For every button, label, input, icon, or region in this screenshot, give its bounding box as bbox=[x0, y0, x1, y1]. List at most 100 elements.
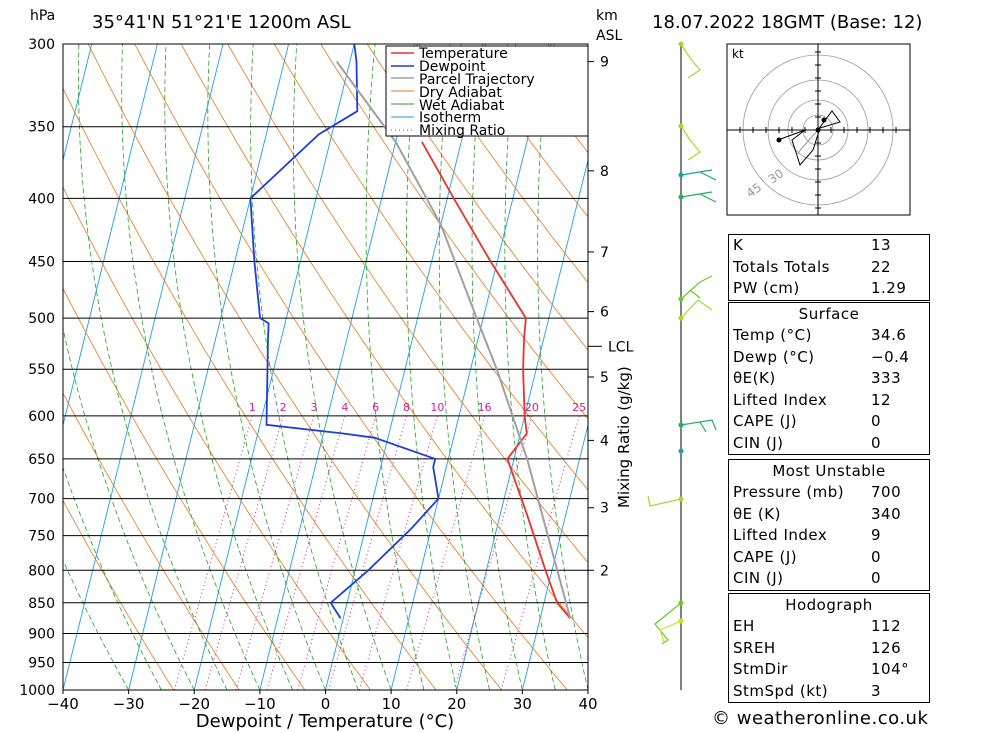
wet-adiabat-line bbox=[438, 44, 490, 690]
pressure-tick-label: 300 bbox=[28, 37, 55, 53]
wind-barb bbox=[680, 191, 717, 203]
mu-label: Lifted Index bbox=[733, 526, 828, 544]
mu-row: Pressure (mb) 700 bbox=[729, 482, 929, 504]
wind-barb bbox=[680, 125, 701, 161]
isotherm-line bbox=[128, 44, 290, 690]
surface-label: CIN (J) bbox=[733, 433, 784, 452]
pressure-tick-label: 1000 bbox=[19, 683, 55, 699]
surface-label: Dewp (°C) bbox=[733, 347, 815, 366]
wind-level-marker bbox=[678, 422, 684, 428]
surface-row: CIN (J) 0 bbox=[729, 433, 929, 455]
mu-row: CIN (J) 0 bbox=[729, 568, 929, 590]
mixing-ratio-line bbox=[453, 415, 533, 690]
mu-row: CAPE (J) 0 bbox=[729, 547, 929, 569]
mu-row: θE (K) 340 bbox=[729, 504, 929, 526]
wind-level-marker bbox=[678, 600, 684, 606]
wind-level-marker bbox=[678, 41, 684, 47]
x-axis-label: Dewpoint / Temperature (°C) bbox=[196, 711, 454, 732]
legend-parcel: Parcel Trajectory bbox=[419, 72, 535, 88]
wind-level-marker bbox=[678, 194, 684, 200]
dry-adiabat-line bbox=[63, 87, 437, 690]
hpa-unit: hPa bbox=[30, 8, 55, 24]
wet-adiabat-line bbox=[121, 44, 261, 690]
mixing-ratio-tick-label: 25 bbox=[572, 401, 586, 414]
pressure-tick-label: 550 bbox=[28, 362, 55, 378]
wind-barb bbox=[680, 299, 713, 319]
temperature-trace bbox=[421, 141, 571, 619]
wind-level-marker bbox=[678, 618, 684, 624]
mixing-ratio-tick-label: 8 bbox=[403, 401, 410, 414]
surface-value: 0 bbox=[871, 433, 882, 452]
isotherm-line bbox=[259, 44, 421, 690]
surface-label: Lifted Index bbox=[733, 390, 828, 409]
x-tick-label: 10 bbox=[382, 695, 401, 713]
dewpoint-trace bbox=[249, 44, 440, 619]
mixing-ratio-tick-label: 6 bbox=[372, 401, 379, 414]
hodograph-title: Hodograph bbox=[785, 596, 873, 614]
mu-value: 0 bbox=[871, 569, 882, 587]
km-tick-label: 9 bbox=[600, 55, 609, 71]
hodograph-unit: kt bbox=[732, 47, 744, 61]
pressure-tick-label: 700 bbox=[28, 492, 55, 508]
x-tick-label: −30 bbox=[113, 695, 145, 713]
legend-wet-adiabat: Wet Adiabat bbox=[419, 98, 505, 114]
wind-barb bbox=[654, 602, 682, 645]
mixing-ratio-line bbox=[266, 415, 346, 690]
isotherm-line bbox=[0, 44, 26, 690]
hodograph-point bbox=[815, 127, 821, 133]
mu-label: CIN (J) bbox=[733, 569, 784, 587]
index-value: 22 bbox=[871, 257, 892, 276]
mixing-ratio-tick-label: 20 bbox=[525, 401, 539, 414]
legend-temperature: Temperature bbox=[418, 46, 508, 62]
hodo-value: 104° bbox=[871, 660, 910, 678]
hodo-label: SREH bbox=[733, 638, 776, 657]
legend-dry-adiabat: Dry Adiabat bbox=[419, 85, 502, 101]
hodo-row: StmDir 104° bbox=[729, 659, 929, 681]
mu-label: θE (K) bbox=[733, 504, 781, 523]
most-unstable-title: Most Unstable bbox=[772, 462, 886, 480]
surface-row: Dewp (°C) −0.4 bbox=[729, 347, 929, 369]
lcl-label: LCL bbox=[608, 339, 634, 355]
surface-value: 333 bbox=[871, 369, 902, 387]
dry-adiabat-line bbox=[413, 44, 588, 284]
isotherm-line bbox=[456, 158, 588, 690]
pressure-tick-label: 600 bbox=[28, 409, 55, 425]
index-label: PW (cm) bbox=[733, 279, 800, 297]
x-tick-label: −10 bbox=[244, 695, 276, 713]
x-tick-label: −40 bbox=[47, 695, 79, 713]
wind-level-marker bbox=[678, 496, 684, 502]
mu-value: 0 bbox=[871, 547, 882, 566]
hodo-label: EH bbox=[733, 617, 755, 635]
surface-value: 0 bbox=[871, 412, 882, 430]
km-tick-label: 5 bbox=[600, 370, 609, 386]
dry-adiabat-line bbox=[87, 44, 503, 690]
km-tick-label: 3 bbox=[600, 501, 609, 517]
mu-label: Pressure (mb) bbox=[733, 483, 845, 501]
hodo-value: 3 bbox=[871, 681, 882, 700]
location-title: 35°41'N 51°21'E 1200m ASL bbox=[92, 12, 351, 33]
credit-footer: © weatheronline.co.uk bbox=[712, 708, 929, 729]
pressure-tick-label: 950 bbox=[28, 655, 55, 671]
pressure-tick-label: 900 bbox=[28, 626, 55, 642]
surface-row: θE(K) 333 bbox=[729, 368, 929, 390]
index-label: K bbox=[733, 236, 744, 254]
km-tick-label: 4 bbox=[600, 433, 609, 449]
surface-row: Lifted Index 12 bbox=[729, 390, 929, 412]
mixing-ratio-tick-label: 3 bbox=[310, 401, 317, 414]
wind-barb bbox=[659, 620, 682, 643]
mu-row: Lifted Index 9 bbox=[729, 525, 929, 547]
wind-level-marker bbox=[678, 448, 684, 454]
surface-label: CAPE (J) bbox=[733, 412, 798, 430]
surface-row: Temp (°C) 34.6 bbox=[729, 325, 929, 347]
mixing-ratio-axis-label: Mixing Ratio (g/kg) bbox=[615, 366, 633, 508]
legend-isotherm: Isotherm bbox=[419, 110, 481, 126]
x-tick-label: 40 bbox=[578, 695, 597, 713]
wind-barb-column bbox=[647, 41, 717, 690]
mu-value: 9 bbox=[871, 526, 882, 544]
wet-adiabat-line bbox=[63, 559, 129, 690]
km-tick-label: 6 bbox=[600, 305, 609, 321]
indices-table: K 13 Totals Totals 22 PW (cm) 1.29 bbox=[728, 234, 930, 301]
pressure-tick-label: 450 bbox=[28, 255, 55, 271]
mu-value: 340 bbox=[871, 504, 902, 523]
